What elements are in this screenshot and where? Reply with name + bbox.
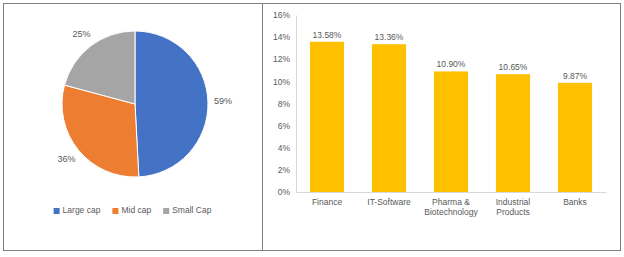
tick-label: 10% xyxy=(273,77,290,87)
data-labels: 59% 36% 25% xyxy=(58,29,232,164)
tick: Banks xyxy=(563,192,587,207)
pie-slice xyxy=(64,31,135,104)
legend-swatch xyxy=(163,208,169,214)
tick-label: Finance xyxy=(312,197,343,207)
pie-slice xyxy=(135,31,208,177)
tick-label: 12% xyxy=(273,54,290,64)
tick-label: 16% xyxy=(273,10,290,20)
x-axis: Finance IT-Software Pharma &Biotechnology I… xyxy=(297,192,607,217)
legend-item: Mid cap xyxy=(112,205,151,215)
slices xyxy=(62,31,208,177)
data-label: 59% xyxy=(214,96,232,106)
pie-chart: 59% 36% 25% Large cap Mid cap Small Cap xyxy=(54,29,232,216)
tick: 8% xyxy=(278,99,296,109)
legend: Large cap Mid cap Small Cap xyxy=(54,205,212,215)
tick-label: IT-Software xyxy=(367,197,411,207)
bar xyxy=(310,42,344,192)
tick-label: 2% xyxy=(278,165,291,175)
data-label: 13.36% xyxy=(375,32,404,42)
bar xyxy=(434,71,468,192)
tick: Pharma &Biotechnology xyxy=(424,192,478,217)
bar xyxy=(372,44,406,192)
y-axis: 0% 2% 4% 6% 8% 10% 12% 14% 16% xyxy=(273,10,297,197)
bar-chart: 0% 2% 4% 6% 8% 10% 12% 14% 16% Finance IT-Software… xyxy=(273,10,607,217)
data-label: 10.65% xyxy=(499,62,528,72)
tick: IT-Software xyxy=(367,192,411,207)
legend-label: Small Cap xyxy=(172,205,211,215)
tick: 6% xyxy=(278,121,296,131)
tick-label: 4% xyxy=(278,143,291,153)
tick: IndustrialProducts xyxy=(496,192,531,217)
tick-label: Banks xyxy=(563,197,587,207)
tick: 10% xyxy=(273,77,296,87)
data-label: 10.90% xyxy=(437,59,466,69)
tick: 16% xyxy=(273,10,296,20)
tick-label: IndustrialProducts xyxy=(496,197,531,217)
tick: 4% xyxy=(278,143,296,153)
legend-item: Large cap xyxy=(54,205,101,215)
panel-frame xyxy=(4,4,263,251)
legend-label: Mid cap xyxy=(121,205,151,215)
tick: Finance xyxy=(312,192,343,207)
tick: 2% xyxy=(278,165,296,175)
data-label: 25% xyxy=(72,29,90,39)
tick: 0% xyxy=(278,187,296,197)
axis-line xyxy=(296,16,297,193)
tick-label: Pharma &Biotechnology xyxy=(424,197,478,217)
bar xyxy=(496,74,530,192)
data-labels: 13.58% 13.36% 10.90% 10.65% 9.87% xyxy=(313,30,588,81)
data-label: 13.58% xyxy=(313,30,342,40)
tick-label: 6% xyxy=(278,121,291,131)
bars xyxy=(310,42,592,192)
tick: 14% xyxy=(273,32,296,42)
data-label: 36% xyxy=(58,154,76,164)
legend-swatch xyxy=(112,208,118,214)
legend-swatch xyxy=(54,208,60,214)
figure: 59% 36% 25% Large cap Mid cap Small Cap 0% 2% 4%… xyxy=(0,0,624,257)
bar xyxy=(558,83,592,192)
axis-line xyxy=(297,192,607,193)
data-label: 9.87% xyxy=(563,71,588,81)
tick-label: 0% xyxy=(278,187,291,197)
tick: 12% xyxy=(273,54,296,64)
panel-frame xyxy=(263,4,621,251)
legend-label: Large cap xyxy=(63,205,101,215)
legend-item: Small Cap xyxy=(163,205,211,215)
tick-label: 14% xyxy=(273,32,290,42)
tick-label: 8% xyxy=(278,99,291,109)
